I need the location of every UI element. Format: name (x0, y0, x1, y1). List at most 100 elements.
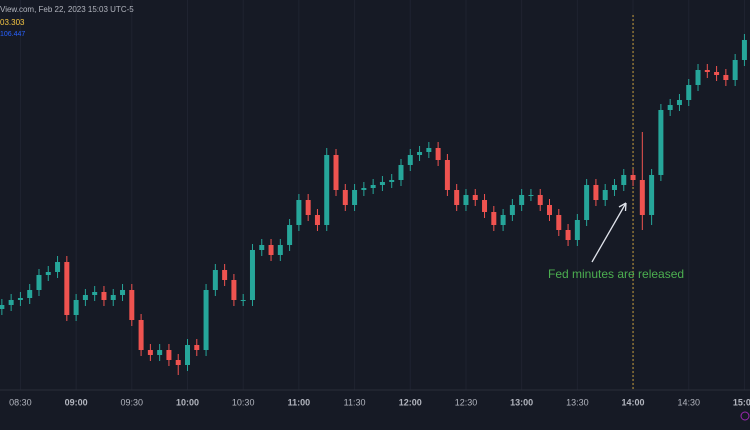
annotation-arrow (591, 202, 627, 263)
candle-body (36, 275, 42, 290)
candle-body (110, 295, 116, 300)
candle-body (259, 245, 265, 250)
candle-body (565, 230, 571, 240)
candle-body (519, 195, 525, 205)
x-tick-label: 14:00 (622, 397, 645, 407)
candle-body (296, 200, 302, 225)
candle-body (287, 225, 293, 245)
candle-body (732, 60, 738, 80)
x-tick-label: 11:00 (288, 397, 311, 407)
candle-body (556, 215, 562, 230)
candle-body (268, 245, 274, 255)
candle-body (45, 272, 51, 275)
candle-body (584, 185, 590, 220)
candle-body (231, 280, 237, 300)
candle-body (407, 155, 413, 165)
candle-body (64, 262, 70, 315)
candle-body (101, 292, 107, 300)
x-tick-label: 13:30 (566, 397, 589, 407)
candle-body (333, 155, 339, 190)
candle-body (472, 195, 478, 200)
candle-body (203, 290, 209, 350)
candle-body (667, 105, 673, 110)
secondary-label: 106.447 (0, 31, 25, 38)
candle-body (305, 200, 311, 215)
price-label: 03.303 (0, 18, 25, 27)
annotation-arrowhead (618, 202, 627, 212)
candle-body (528, 195, 534, 196)
candle-body (426, 148, 432, 152)
candle-body (454, 190, 460, 205)
candle-body (574, 220, 580, 240)
x-tick-label: 09:30 (121, 397, 144, 407)
x-tick-label: 13:00 (510, 397, 533, 407)
candle-body (509, 205, 515, 215)
candle-body (55, 262, 61, 272)
candle-body (686, 85, 692, 100)
candle-body (8, 300, 14, 305)
candle-body (500, 215, 506, 225)
candle-body (370, 185, 376, 188)
candle-body (212, 270, 218, 290)
candle-body (417, 152, 423, 155)
x-tick-label: 15:00 (733, 397, 750, 407)
candle-body (593, 185, 599, 200)
candle-body (491, 212, 497, 225)
x-tick-label: 14:30 (677, 397, 700, 407)
candle-body (741, 40, 747, 60)
candle-body (277, 245, 283, 255)
corner-icon[interactable] (740, 411, 750, 421)
candle-body (0, 305, 5, 309)
candle-body (17, 298, 23, 300)
candle-body (92, 292, 98, 295)
time-axis: 08:30 09:00 09:30 10:00 10:30 11:00 11:30 12:00… (9, 397, 750, 407)
candle-body (166, 350, 172, 360)
candle-body (676, 100, 682, 105)
annotation: Fed minutes are released (548, 267, 684, 281)
candle-body (723, 75, 729, 80)
x-tick-label: 09:00 (65, 397, 88, 407)
candle-body (27, 290, 33, 298)
x-tick-label: 10:30 (232, 397, 255, 407)
candle-body (611, 185, 617, 190)
candle-body (138, 320, 144, 350)
candle-body (185, 345, 190, 365)
candle-body (147, 350, 153, 355)
candle-body (240, 300, 246, 301)
candle-body (714, 72, 720, 75)
x-tick-label: 10:00 (176, 397, 199, 407)
candle-body (704, 70, 710, 72)
candle-body (482, 200, 488, 212)
candle-body (547, 205, 553, 215)
x-tick-label: 11:30 (344, 397, 366, 407)
candle-body (630, 175, 636, 180)
candle-body (194, 345, 200, 350)
candle-body (398, 165, 404, 180)
candles (0, 34, 747, 375)
candle-body (129, 290, 135, 320)
candle-body (695, 70, 701, 85)
candle-body (352, 190, 358, 205)
candle-body (82, 295, 88, 300)
x-tick-label: 08:30 (9, 397, 32, 407)
candle-body (342, 190, 348, 205)
candle-body (175, 360, 181, 365)
x-tick-label: 12:00 (399, 397, 422, 407)
candle-body (602, 190, 608, 200)
header: View.com, Feb 22, 2023 15:03 UTC-5 (0, 5, 134, 14)
candle-body (621, 175, 627, 185)
candle-body (361, 188, 367, 190)
candle-body (222, 270, 228, 280)
candle-body (444, 160, 450, 190)
x-tick-label: 12:30 (455, 397, 478, 407)
candle-body (435, 148, 441, 160)
candle-body (120, 290, 126, 295)
candle-body (314, 215, 320, 225)
candle-body (73, 300, 79, 315)
candle-body (389, 180, 395, 182)
candle-body (537, 195, 543, 205)
candle-body (249, 250, 255, 300)
